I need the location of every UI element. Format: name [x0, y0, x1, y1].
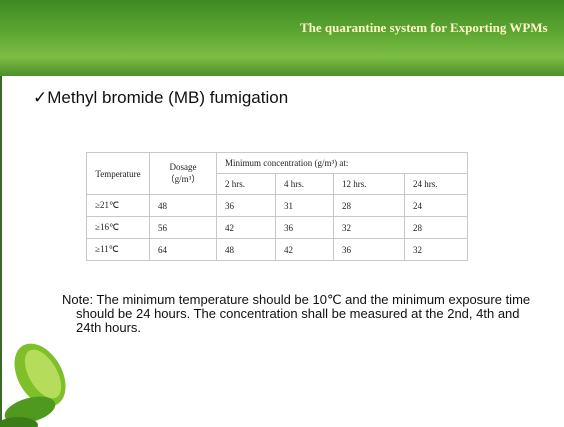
table-cell: 31	[275, 194, 334, 217]
header-cell: 2 hrs.	[216, 173, 276, 195]
table-cell: 36	[216, 194, 276, 217]
header-cell: 4 hrs.	[275, 173, 334, 195]
table-row: ≥11℃ 64 48 42 36 32	[86, 238, 468, 261]
table-cell: 32	[404, 238, 468, 261]
table-cell: 48	[216, 238, 276, 261]
table-cell: 24	[404, 194, 468, 217]
table-cell: ≥11℃	[86, 238, 150, 261]
table-cell: 28	[333, 194, 405, 217]
table-cell: 64	[149, 238, 217, 261]
table-cell: 48	[149, 194, 217, 217]
header-title: The quarantine system for Exporting WPMs	[300, 20, 548, 35]
table-cell: 36	[333, 238, 405, 261]
left-edge	[0, 76, 2, 427]
header-cell: Temperature	[86, 152, 150, 195]
leaf	[0, 417, 38, 427]
data-table: Temperature Dosage （g/m³） Minimum concent…	[86, 152, 468, 261]
header-cell: 12 hrs.	[333, 173, 405, 195]
header-cell: 24 hrs.	[404, 173, 468, 195]
leaf-decoration	[0, 343, 66, 427]
table-cell: 56	[149, 216, 217, 239]
table-cell: ≥16℃	[86, 216, 150, 239]
table-row: ≥16℃ 56 42 36 32 28	[86, 216, 468, 239]
table-cell: ≥21℃	[86, 194, 150, 217]
table-cell: 42	[216, 216, 276, 239]
note: Note: The minimum temperature should be …	[62, 292, 531, 335]
header-text: （g/m³）	[165, 174, 201, 184]
heading: ✓Methyl bromide (MB) fumigation	[33, 88, 289, 107]
table-cell: 32	[333, 216, 405, 239]
table-cell: 36	[275, 216, 334, 239]
header-cell: Minimum concentration (g/m³) at:	[216, 152, 468, 174]
table-row: ≥21℃ 48 36 31 28 24	[86, 194, 468, 217]
table-cell: 28	[404, 216, 468, 239]
table-cell: 42	[275, 238, 334, 261]
leaf-highlight	[24, 349, 62, 399]
header-bar: The quarantine system for Exporting WPMs	[0, 0, 564, 76]
header-cell: Dosage （g/m³）	[149, 152, 217, 195]
leaf	[4, 396, 56, 424]
header-text: Dosage	[169, 162, 197, 172]
